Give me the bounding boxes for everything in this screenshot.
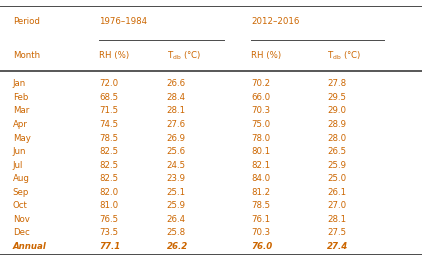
Text: 78.5: 78.5 (99, 134, 118, 142)
Text: 75.0: 75.0 (251, 120, 270, 129)
Text: 26.5: 26.5 (327, 147, 346, 156)
Text: Annual: Annual (13, 242, 46, 251)
Text: 80.1: 80.1 (251, 147, 270, 156)
Text: 77.1: 77.1 (99, 242, 120, 251)
Text: Oct: Oct (13, 201, 27, 210)
Text: 76.0: 76.0 (251, 242, 272, 251)
Text: Jun: Jun (13, 147, 26, 156)
Text: Sep: Sep (13, 188, 29, 197)
Text: 28.4: 28.4 (167, 93, 186, 102)
Text: 23.9: 23.9 (167, 174, 186, 183)
Text: Feb: Feb (13, 93, 28, 102)
Text: 82.0: 82.0 (99, 188, 118, 197)
Text: 73.5: 73.5 (99, 228, 118, 237)
Text: Jan: Jan (13, 79, 26, 88)
Text: Dec: Dec (13, 228, 30, 237)
Text: 28.0: 28.0 (327, 134, 346, 142)
Text: 26.4: 26.4 (167, 215, 186, 224)
Text: 27.0: 27.0 (327, 201, 346, 210)
Text: 27.8: 27.8 (327, 79, 346, 88)
Text: May: May (13, 134, 30, 142)
Text: 1976–1984: 1976–1984 (99, 18, 147, 26)
Text: 26.2: 26.2 (167, 242, 188, 251)
Text: 84.0: 84.0 (251, 174, 270, 183)
Text: 24.5: 24.5 (167, 161, 186, 170)
Text: 25.9: 25.9 (167, 201, 186, 210)
Text: 28.9: 28.9 (327, 120, 346, 129)
Text: 25.6: 25.6 (167, 147, 186, 156)
Text: 81.2: 81.2 (251, 188, 270, 197)
Text: Aug: Aug (13, 174, 30, 183)
Text: T$_{\rm db}$ (°C): T$_{\rm db}$ (°C) (327, 49, 361, 62)
Text: 26.1: 26.1 (327, 188, 346, 197)
Text: 26.6: 26.6 (167, 79, 186, 88)
Text: 26.9: 26.9 (167, 134, 186, 142)
Text: 70.3: 70.3 (251, 107, 270, 115)
Text: 25.8: 25.8 (167, 228, 186, 237)
Text: 82.5: 82.5 (99, 147, 118, 156)
Text: 25.1: 25.1 (167, 188, 186, 197)
Text: RH (%): RH (%) (99, 51, 129, 60)
Text: Nov: Nov (13, 215, 30, 224)
Text: 82.5: 82.5 (99, 161, 118, 170)
Text: 28.1: 28.1 (167, 107, 186, 115)
Text: 27.4: 27.4 (327, 242, 348, 251)
Text: 74.5: 74.5 (99, 120, 118, 129)
Text: 72.0: 72.0 (99, 79, 118, 88)
Text: Mar: Mar (13, 107, 29, 115)
Text: 29.5: 29.5 (327, 93, 346, 102)
Text: 28.1: 28.1 (327, 215, 346, 224)
Text: 25.0: 25.0 (327, 174, 346, 183)
Text: 78.0: 78.0 (251, 134, 270, 142)
Text: 2012–2016: 2012–2016 (251, 18, 300, 26)
Text: 82.1: 82.1 (251, 161, 270, 170)
Text: Month: Month (13, 51, 40, 60)
Text: 68.5: 68.5 (99, 93, 118, 102)
Text: 27.6: 27.6 (167, 120, 186, 129)
Text: Apr: Apr (13, 120, 27, 129)
Text: 76.5: 76.5 (99, 215, 118, 224)
Text: 76.1: 76.1 (251, 215, 270, 224)
Text: Period: Period (13, 18, 40, 26)
Text: Jul: Jul (13, 161, 23, 170)
Text: 78.5: 78.5 (251, 201, 270, 210)
Text: 81.0: 81.0 (99, 201, 118, 210)
Text: 29.0: 29.0 (327, 107, 346, 115)
Text: 27.5: 27.5 (327, 228, 346, 237)
Text: 70.2: 70.2 (251, 79, 270, 88)
Text: RH (%): RH (%) (251, 51, 281, 60)
Text: 70.3: 70.3 (251, 228, 270, 237)
Text: T$_{\rm db}$ (°C): T$_{\rm db}$ (°C) (167, 49, 201, 62)
Text: 25.9: 25.9 (327, 161, 346, 170)
Text: 66.0: 66.0 (251, 93, 270, 102)
Text: 71.5: 71.5 (99, 107, 118, 115)
Text: 82.5: 82.5 (99, 174, 118, 183)
